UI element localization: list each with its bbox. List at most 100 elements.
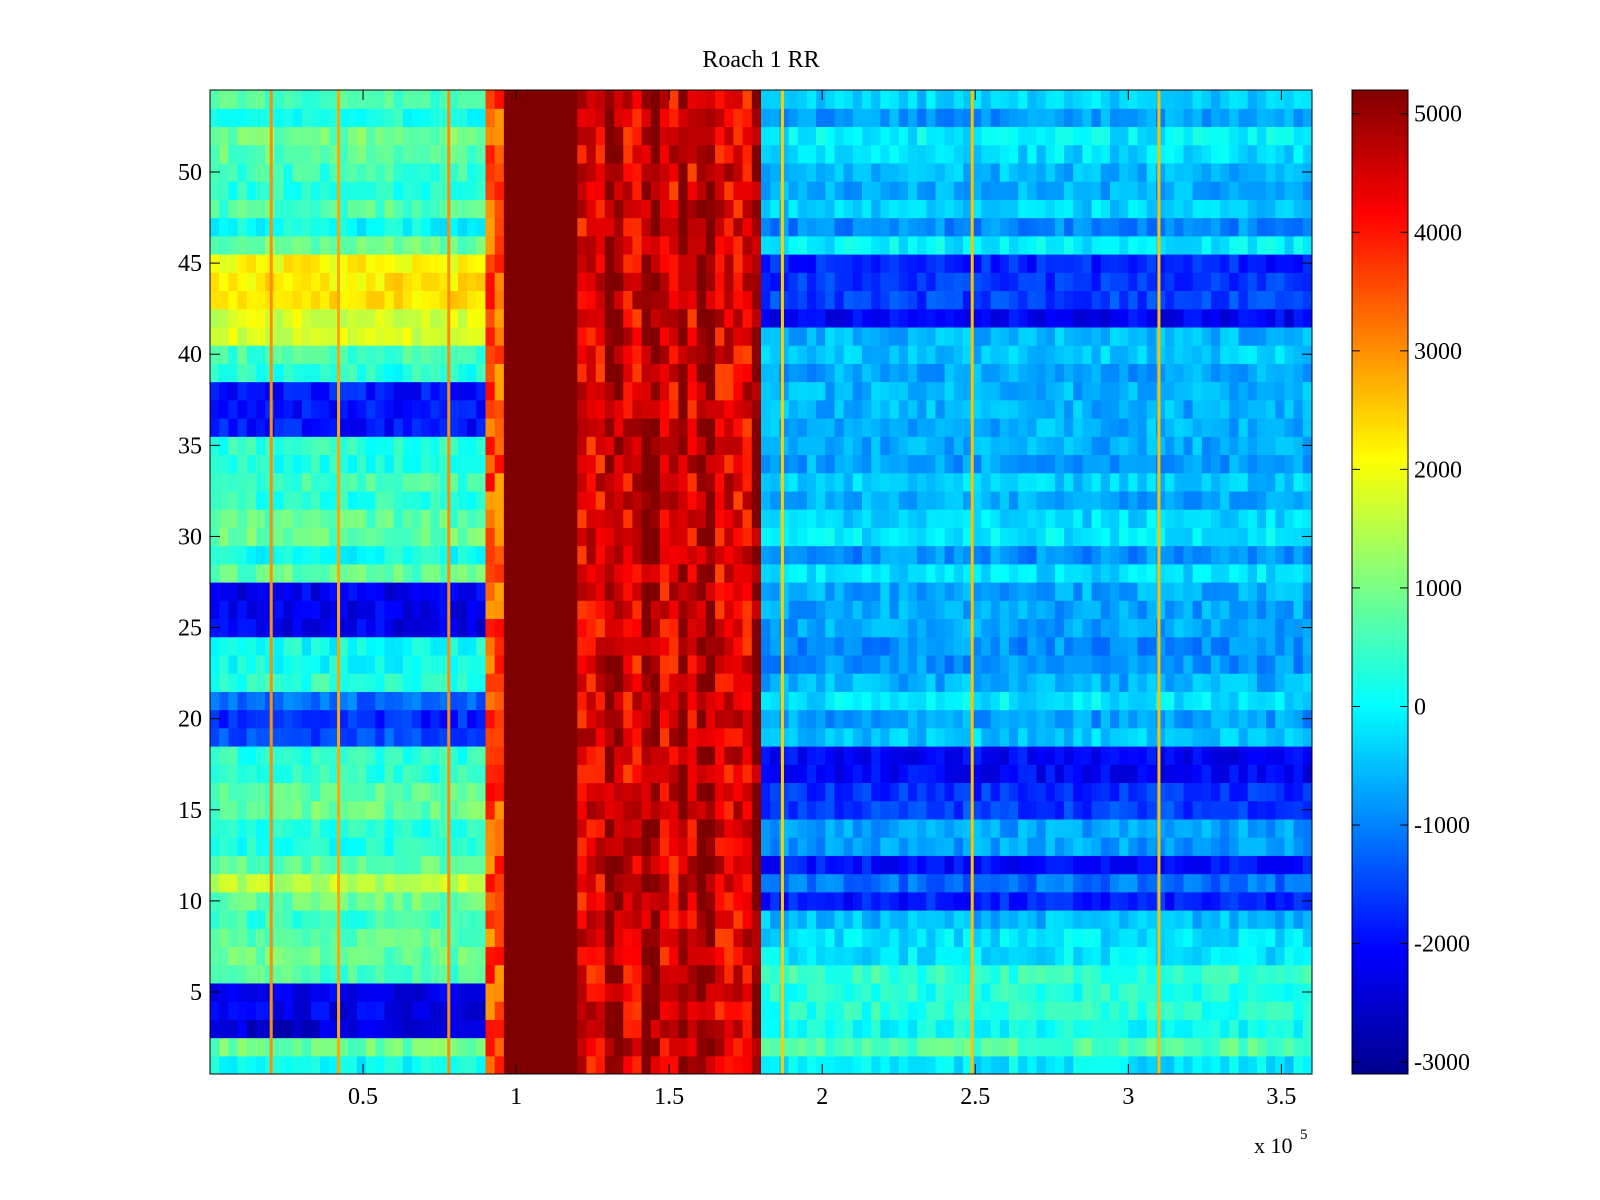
heatmap-cell <box>990 946 1001 966</box>
heatmap-cell <box>1293 818 1304 838</box>
heatmap-cell <box>650 308 661 328</box>
heatmap-cell <box>1210 636 1221 656</box>
heatmap-cell <box>1036 873 1047 893</box>
heatmap-cell <box>1275 855 1286 875</box>
heatmap-cell <box>219 691 229 711</box>
heatmap-cell <box>457 545 468 565</box>
heatmap-cell <box>476 563 487 583</box>
heatmap-cell <box>476 709 487 729</box>
heatmap-cell <box>632 818 643 838</box>
heatmap-cell <box>1054 509 1065 528</box>
heatmap-cell <box>540 654 551 674</box>
heatmap-cell <box>402 1037 413 1057</box>
heatmap-cell <box>467 727 477 747</box>
heatmap-cell <box>944 527 955 547</box>
heatmap-cell <box>687 982 698 1002</box>
heatmap-cell <box>558 946 569 966</box>
heatmap-cell <box>669 691 679 711</box>
heatmap-cell <box>558 308 569 328</box>
heatmap-cell <box>540 527 551 547</box>
heatmap-cell <box>843 545 854 565</box>
heatmap-cell <box>219 764 229 784</box>
heatmap-cell <box>843 727 854 747</box>
heatmap-cell <box>696 782 707 802</box>
heatmap-cell <box>329 654 340 674</box>
heatmap-cell <box>375 709 386 729</box>
heatmap-cell <box>402 509 413 528</box>
heatmap-cell <box>770 454 780 474</box>
heatmap-cell <box>1210 1055 1221 1074</box>
heatmap-cell <box>255 345 266 364</box>
heatmap-cell <box>568 399 578 419</box>
heatmap-cell <box>1073 800 1084 820</box>
heatmap-cell <box>843 746 854 765</box>
heatmap-cell <box>467 818 477 838</box>
heatmap-cell <box>237 636 248 656</box>
heatmap-cell <box>329 691 340 711</box>
heatmap-cell <box>935 490 946 510</box>
heatmap-cell <box>292 818 303 838</box>
heatmap-cell <box>402 691 413 711</box>
heatmap-cell <box>834 381 845 401</box>
heatmap-cell <box>494 345 505 364</box>
heatmap-cell <box>761 764 771 784</box>
heatmap-cell <box>1082 891 1093 911</box>
heatmap-cell <box>439 600 450 620</box>
heatmap-cell <box>953 582 964 601</box>
heatmap-cell <box>375 855 386 875</box>
heatmap-cell <box>843 964 854 984</box>
heatmap-cell <box>549 563 560 583</box>
heatmap-cell <box>292 490 303 510</box>
heatmap-cell <box>705 1001 716 1020</box>
heatmap-cell <box>577 399 588 419</box>
heatmap-cell <box>549 709 560 729</box>
heatmap-cell <box>402 746 413 765</box>
heatmap-cell <box>632 746 643 765</box>
heatmap-cell <box>705 800 716 820</box>
heatmap-cell <box>862 727 872 747</box>
heatmap-cell <box>1082 709 1093 729</box>
heatmap-cell <box>788 782 799 802</box>
heatmap-cell <box>595 800 606 820</box>
heatmap-cell <box>770 910 780 929</box>
heatmap-cell <box>779 436 790 456</box>
heatmap-cell <box>1008 946 1019 966</box>
heatmap-cell <box>953 363 964 383</box>
heatmap-cell <box>650 727 661 747</box>
heatmap-cell <box>586 490 597 510</box>
heatmap-cell <box>347 1001 358 1020</box>
heatmap-cell <box>696 837 707 856</box>
heatmap-cell <box>1302 855 1312 875</box>
heatmap-cell <box>687 946 698 966</box>
heatmap-cell <box>650 472 661 492</box>
heatmap-cell <box>806 490 817 510</box>
heatmap-cell <box>1146 418 1157 437</box>
heatmap-cell <box>485 582 496 601</box>
heatmap-cell <box>540 1019 551 1039</box>
heatmap-cell <box>292 636 303 656</box>
heatmap-cell <box>1275 727 1286 747</box>
heatmap-cell <box>1146 636 1157 656</box>
heatmap-cell <box>1082 454 1093 474</box>
heatmap-cell <box>972 1019 982 1039</box>
heatmap-cell <box>1201 1001 1212 1020</box>
heatmap-cell <box>944 472 955 492</box>
heatmap-cell <box>494 636 505 656</box>
heatmap-cell <box>751 600 762 620</box>
heatmap-cell <box>1146 600 1157 620</box>
heatmap-cell <box>549 399 560 419</box>
heatmap-cell <box>917 982 927 1002</box>
heatmap-cell <box>347 1037 358 1057</box>
heatmap-cell <box>503 746 514 765</box>
heatmap-cell <box>228 381 239 401</box>
heatmap-cell <box>1256 454 1267 474</box>
heatmap-cell <box>1247 618 1258 638</box>
heatmap-cell <box>751 563 762 583</box>
heatmap-cell <box>953 982 964 1002</box>
heatmap-cell <box>1165 818 1175 838</box>
heatmap-cell <box>1073 618 1084 638</box>
heatmap-cell <box>761 709 771 729</box>
heatmap-cell <box>1302 545 1312 565</box>
heatmap-cell <box>301 618 312 638</box>
heatmap-cell <box>1275 399 1286 419</box>
